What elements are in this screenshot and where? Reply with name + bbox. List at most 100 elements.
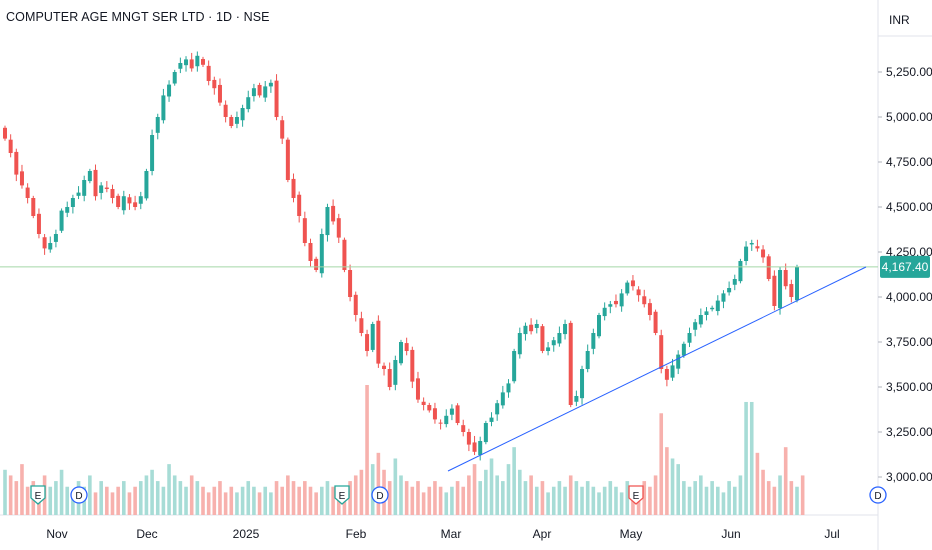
volume-bar — [331, 486, 335, 515]
x-tick-label: Mar — [441, 527, 462, 541]
candle — [778, 270, 783, 309]
candle — [557, 333, 562, 344]
candle — [223, 104, 228, 117]
candle — [676, 354, 681, 369]
candle — [382, 365, 387, 369]
volume-bar — [427, 486, 432, 515]
candle — [461, 425, 466, 432]
volume-bar — [14, 481, 19, 515]
volume-bar — [257, 492, 262, 515]
candle — [625, 282, 630, 294]
candle — [87, 171, 92, 182]
currency-label[interactable]: INR — [889, 13, 910, 27]
volume-bar — [127, 492, 132, 515]
volume-bar — [297, 486, 301, 515]
candle — [342, 239, 347, 270]
candle — [297, 194, 302, 216]
candle — [574, 396, 579, 402]
y-tick-label: 3,250.00 — [886, 425, 932, 439]
candle — [99, 185, 104, 193]
volume-bar — [704, 486, 709, 515]
volume-bar — [557, 481, 562, 515]
y-tick-label: 5,250.00 — [886, 65, 932, 79]
candle — [121, 196, 126, 211]
volume-bar — [133, 486, 137, 515]
volume-bar — [738, 475, 743, 515]
volume-bar — [387, 481, 392, 515]
candle — [489, 417, 494, 422]
candle — [172, 72, 177, 84]
candle — [212, 79, 217, 89]
candle — [613, 300, 618, 305]
volume-bar — [659, 413, 664, 515]
candle — [314, 258, 319, 270]
candle — [529, 324, 534, 332]
dividend-marker-label: D — [376, 491, 383, 502]
candle — [421, 401, 426, 405]
volume-bar — [263, 486, 268, 515]
candle — [257, 84, 262, 96]
volume-bar — [54, 481, 58, 515]
candle — [280, 120, 285, 139]
candle — [127, 197, 132, 204]
volume-bar — [184, 486, 188, 515]
candle — [744, 246, 749, 261]
volume-bar — [201, 486, 205, 515]
volume-bar — [716, 486, 720, 515]
volume-bar — [512, 447, 516, 515]
candle — [65, 207, 70, 213]
candle — [285, 139, 290, 180]
y-tick-label: 4,500.00 — [886, 200, 932, 214]
volume-bar — [495, 475, 499, 515]
candle — [789, 284, 794, 297]
candle — [602, 307, 607, 317]
y-tick-label: 3,000.00 — [886, 470, 932, 484]
candle — [727, 288, 732, 293]
volume-bar — [540, 481, 545, 515]
candle — [449, 408, 454, 415]
candle — [512, 351, 517, 382]
volume-bar — [212, 486, 217, 515]
candle — [653, 311, 658, 333]
volume-bar — [240, 486, 245, 515]
candle — [42, 237, 47, 249]
volume-bar — [399, 475, 403, 515]
volume-bar — [710, 481, 714, 515]
volume-bar — [48, 486, 53, 515]
y-tick-label: 5,000.00 — [886, 110, 932, 124]
x-tick-label: Jun — [721, 527, 740, 541]
volume-bar — [676, 464, 680, 515]
volume-bar — [99, 481, 103, 515]
volume-bar — [614, 486, 618, 515]
candle — [619, 293, 624, 307]
volume-bar — [478, 481, 482, 515]
volume-bar — [138, 481, 143, 515]
candle — [732, 279, 737, 285]
candle — [302, 218, 307, 243]
candle — [478, 441, 483, 456]
volume-bar — [563, 486, 567, 515]
volume-bar — [308, 486, 313, 515]
volume-bar — [71, 492, 75, 515]
candle — [308, 243, 313, 261]
candle — [427, 405, 432, 411]
y-tick-label: 4,250.00 — [886, 245, 932, 259]
candle — [189, 59, 194, 69]
volume-bar — [472, 464, 477, 515]
volume-bar — [721, 492, 726, 515]
candle — [138, 196, 143, 204]
candle — [664, 369, 669, 380]
volume-bar — [642, 481, 647, 515]
volume-bar — [167, 464, 171, 515]
volume-bar — [670, 458, 675, 515]
dividend-marker — [371, 486, 389, 504]
candle — [766, 256, 771, 279]
volume-bar — [444, 492, 449, 515]
volume-bar — [636, 492, 641, 515]
volume-bar — [772, 486, 777, 515]
candle — [31, 198, 36, 216]
volume-bar — [699, 475, 703, 515]
candle — [517, 333, 522, 355]
volume-bar — [749, 401, 754, 515]
